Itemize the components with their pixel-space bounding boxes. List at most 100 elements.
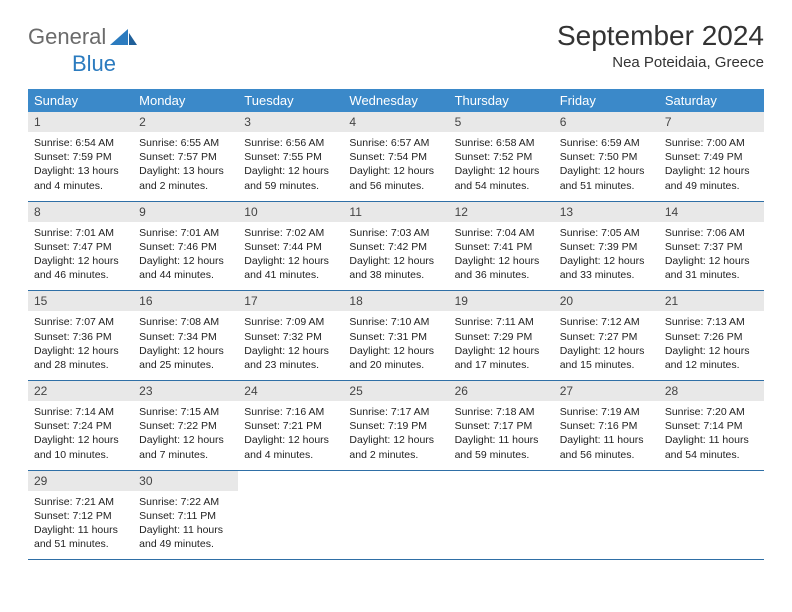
day-number: 11 <box>343 202 448 222</box>
dow-friday: Friday <box>554 89 659 112</box>
day-body: Sunrise: 7:16 AMSunset: 7:21 PMDaylight:… <box>238 401 343 470</box>
day-body: Sunrise: 6:57 AMSunset: 7:54 PMDaylight:… <box>343 132 448 201</box>
dow-row: Sunday Monday Tuesday Wednesday Thursday… <box>28 89 764 112</box>
dow-thursday: Thursday <box>449 89 554 112</box>
calendar-day: .. <box>554 470 659 560</box>
day-number: 5 <box>449 112 554 132</box>
calendar-day: 4Sunrise: 6:57 AMSunset: 7:54 PMDaylight… <box>343 112 448 201</box>
calendar-day: 27Sunrise: 7:19 AMSunset: 7:16 PMDayligh… <box>554 381 659 471</box>
day-number: 21 <box>659 291 764 311</box>
day-number: 22 <box>28 381 133 401</box>
calendar-week: 15Sunrise: 7:07 AMSunset: 7:36 PMDayligh… <box>28 291 764 381</box>
day-body: Sunrise: 6:58 AMSunset: 7:52 PMDaylight:… <box>449 132 554 201</box>
day-body: Sunrise: 7:08 AMSunset: 7:34 PMDaylight:… <box>133 311 238 380</box>
day-body: Sunrise: 6:56 AMSunset: 7:55 PMDaylight:… <box>238 132 343 201</box>
calendar-table: Sunday Monday Tuesday Wednesday Thursday… <box>28 89 764 560</box>
calendar-day: 17Sunrise: 7:09 AMSunset: 7:32 PMDayligh… <box>238 291 343 381</box>
day-number: 26 <box>449 381 554 401</box>
calendar-day: 25Sunrise: 7:17 AMSunset: 7:19 PMDayligh… <box>343 381 448 471</box>
day-body: Sunrise: 6:55 AMSunset: 7:57 PMDaylight:… <box>133 132 238 201</box>
day-number: 30 <box>133 471 238 491</box>
calendar-day: 11Sunrise: 7:03 AMSunset: 7:42 PMDayligh… <box>343 201 448 291</box>
day-number: 20 <box>554 291 659 311</box>
calendar-day: 5Sunrise: 6:58 AMSunset: 7:52 PMDaylight… <box>449 112 554 201</box>
calendar-day: 23Sunrise: 7:15 AMSunset: 7:22 PMDayligh… <box>133 381 238 471</box>
calendar-day: 15Sunrise: 7:07 AMSunset: 7:36 PMDayligh… <box>28 291 133 381</box>
calendar-day: .. <box>449 470 554 560</box>
day-body: Sunrise: 6:59 AMSunset: 7:50 PMDaylight:… <box>554 132 659 201</box>
brand-logo: General <box>28 24 140 50</box>
day-number: 17 <box>238 291 343 311</box>
day-number: 27 <box>554 381 659 401</box>
day-number: 23 <box>133 381 238 401</box>
day-number: 6 <box>554 112 659 132</box>
calendar-day: 6Sunrise: 6:59 AMSunset: 7:50 PMDaylight… <box>554 112 659 201</box>
day-body: Sunrise: 7:10 AMSunset: 7:31 PMDaylight:… <box>343 311 448 380</box>
day-number: 15 <box>28 291 133 311</box>
calendar-day: .. <box>659 470 764 560</box>
day-number: 14 <box>659 202 764 222</box>
calendar-day: 26Sunrise: 7:18 AMSunset: 7:17 PMDayligh… <box>449 381 554 471</box>
calendar-day: 21Sunrise: 7:13 AMSunset: 7:26 PMDayligh… <box>659 291 764 381</box>
day-number: 24 <box>238 381 343 401</box>
day-body: Sunrise: 7:12 AMSunset: 7:27 PMDaylight:… <box>554 311 659 380</box>
page-subtitle: Nea Poteidaia, Greece <box>557 54 764 71</box>
day-number: 3 <box>238 112 343 132</box>
day-body: Sunrise: 7:20 AMSunset: 7:14 PMDaylight:… <box>659 401 764 470</box>
calendar-day: 28Sunrise: 7:20 AMSunset: 7:14 PMDayligh… <box>659 381 764 471</box>
day-number: 7 <box>659 112 764 132</box>
brand-part2: Blue <box>72 51 116 77</box>
page-title: September 2024 <box>557 20 764 52</box>
calendar-day: 9Sunrise: 7:01 AMSunset: 7:46 PMDaylight… <box>133 201 238 291</box>
calendar-day: 30Sunrise: 7:22 AMSunset: 7:11 PMDayligh… <box>133 470 238 560</box>
day-number: 16 <box>133 291 238 311</box>
calendar-day: 22Sunrise: 7:14 AMSunset: 7:24 PMDayligh… <box>28 381 133 471</box>
sail-icon <box>110 27 138 45</box>
dow-tuesday: Tuesday <box>238 89 343 112</box>
day-body: Sunrise: 7:17 AMSunset: 7:19 PMDaylight:… <box>343 401 448 470</box>
day-body: Sunrise: 7:19 AMSunset: 7:16 PMDaylight:… <box>554 401 659 470</box>
calendar-day: 12Sunrise: 7:04 AMSunset: 7:41 PMDayligh… <box>449 201 554 291</box>
day-body: Sunrise: 7:15 AMSunset: 7:22 PMDaylight:… <box>133 401 238 470</box>
calendar-week: 22Sunrise: 7:14 AMSunset: 7:24 PMDayligh… <box>28 381 764 471</box>
calendar-day: 1Sunrise: 6:54 AMSunset: 7:59 PMDaylight… <box>28 112 133 201</box>
day-number: 4 <box>343 112 448 132</box>
day-body: Sunrise: 7:01 AMSunset: 7:47 PMDaylight:… <box>28 222 133 291</box>
day-number: 18 <box>343 291 448 311</box>
dow-sunday: Sunday <box>28 89 133 112</box>
day-body: Sunrise: 7:07 AMSunset: 7:36 PMDaylight:… <box>28 311 133 380</box>
day-number: 25 <box>343 381 448 401</box>
brand-part1: General <box>28 24 106 50</box>
day-body: Sunrise: 7:21 AMSunset: 7:12 PMDaylight:… <box>28 491 133 560</box>
calendar-week: 29Sunrise: 7:21 AMSunset: 7:12 PMDayligh… <box>28 470 764 560</box>
day-body: Sunrise: 7:09 AMSunset: 7:32 PMDaylight:… <box>238 311 343 380</box>
day-body: Sunrise: 7:14 AMSunset: 7:24 PMDaylight:… <box>28 401 133 470</box>
day-body: Sunrise: 7:22 AMSunset: 7:11 PMDaylight:… <box>133 491 238 560</box>
day-number: 29 <box>28 471 133 491</box>
day-body: Sunrise: 7:03 AMSunset: 7:42 PMDaylight:… <box>343 222 448 291</box>
calendar-day: 13Sunrise: 7:05 AMSunset: 7:39 PMDayligh… <box>554 201 659 291</box>
day-number: 28 <box>659 381 764 401</box>
day-body: Sunrise: 7:18 AMSunset: 7:17 PMDaylight:… <box>449 401 554 470</box>
calendar-day: 19Sunrise: 7:11 AMSunset: 7:29 PMDayligh… <box>449 291 554 381</box>
day-number: 10 <box>238 202 343 222</box>
calendar-week: 8Sunrise: 7:01 AMSunset: 7:47 PMDaylight… <box>28 201 764 291</box>
calendar-day: 16Sunrise: 7:08 AMSunset: 7:34 PMDayligh… <box>133 291 238 381</box>
day-number: 1 <box>28 112 133 132</box>
day-number: 13 <box>554 202 659 222</box>
calendar-week: 1Sunrise: 6:54 AMSunset: 7:59 PMDaylight… <box>28 112 764 201</box>
day-body: Sunrise: 7:13 AMSunset: 7:26 PMDaylight:… <box>659 311 764 380</box>
dow-saturday: Saturday <box>659 89 764 112</box>
dow-monday: Monday <box>133 89 238 112</box>
day-body: Sunrise: 7:11 AMSunset: 7:29 PMDaylight:… <box>449 311 554 380</box>
day-body: Sunrise: 6:54 AMSunset: 7:59 PMDaylight:… <box>28 132 133 201</box>
calendar-day: 2Sunrise: 6:55 AMSunset: 7:57 PMDaylight… <box>133 112 238 201</box>
day-number: 2 <box>133 112 238 132</box>
day-body: Sunrise: 7:01 AMSunset: 7:46 PMDaylight:… <box>133 222 238 291</box>
calendar-day: 18Sunrise: 7:10 AMSunset: 7:31 PMDayligh… <box>343 291 448 381</box>
calendar-day: 14Sunrise: 7:06 AMSunset: 7:37 PMDayligh… <box>659 201 764 291</box>
calendar-day: .. <box>343 470 448 560</box>
calendar-day: 7Sunrise: 7:00 AMSunset: 7:49 PMDaylight… <box>659 112 764 201</box>
day-number: 12 <box>449 202 554 222</box>
calendar-day: 29Sunrise: 7:21 AMSunset: 7:12 PMDayligh… <box>28 470 133 560</box>
